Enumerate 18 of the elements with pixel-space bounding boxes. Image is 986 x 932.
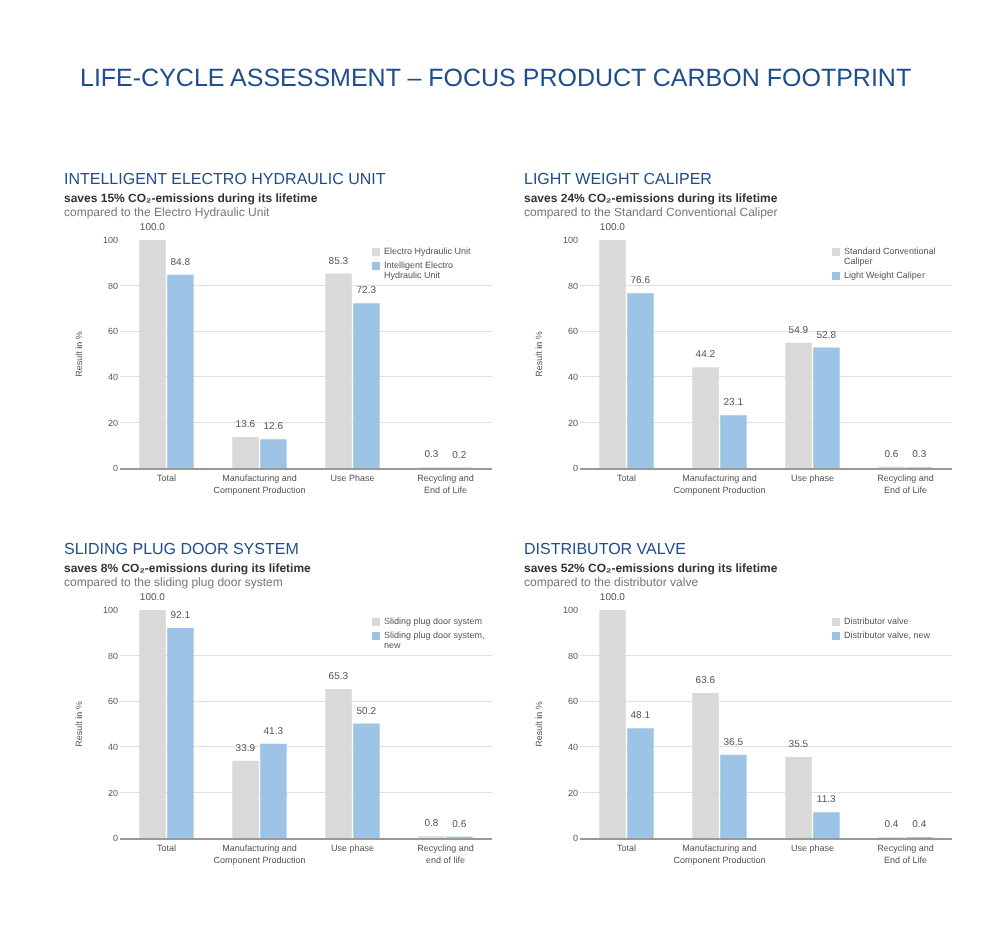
- bar: [167, 628, 194, 838]
- bar: [720, 754, 747, 838]
- bar: [720, 415, 747, 468]
- bar: [353, 723, 380, 838]
- bar: [627, 728, 654, 838]
- chart-title: DISTRIBUTOR VALVE: [524, 540, 688, 558]
- bar: [813, 812, 840, 838]
- bar: [260, 743, 287, 838]
- chart-title: SLIDING PLUG DOOR SYSTEM: [64, 540, 301, 558]
- chart-title: INTELLIGENT ELECTRO HYDRAULIC UNIT: [64, 170, 388, 188]
- chart-title: LIGHT WEIGHT CALIPER: [524, 170, 714, 188]
- bar: [232, 437, 259, 468]
- bar: [353, 303, 380, 468]
- bar: [167, 274, 194, 468]
- bar: [627, 293, 654, 468]
- bar: [813, 347, 840, 468]
- bar: [260, 439, 287, 468]
- text: LIFE-CYCLE ASSESSMENT – FOCUS PRODUCT CARBON FOOTPRINT: [80, 64, 912, 92]
